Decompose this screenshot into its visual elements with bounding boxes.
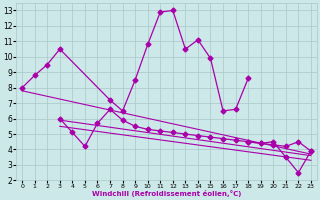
X-axis label: Windchill (Refroidissement éolien,°C): Windchill (Refroidissement éolien,°C)	[92, 190, 241, 197]
